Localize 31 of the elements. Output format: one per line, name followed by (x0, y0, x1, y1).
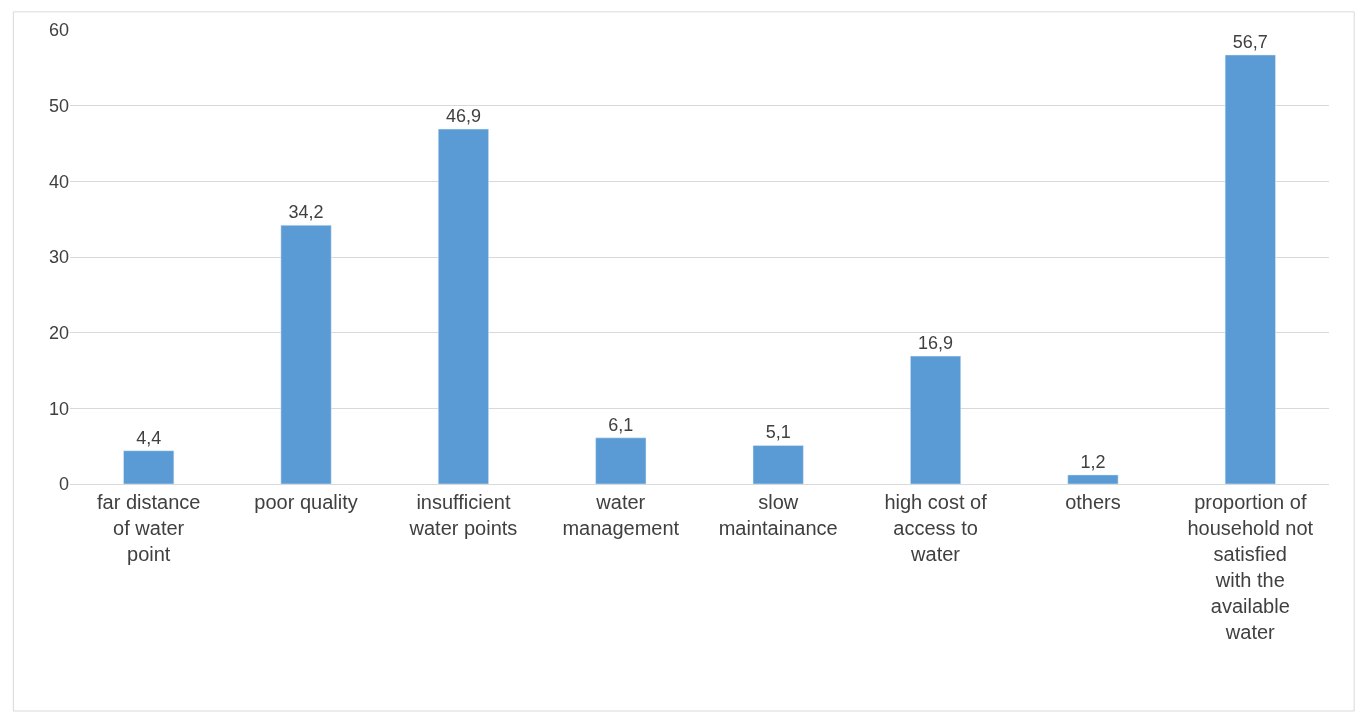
x-tick-label: insufficient water points (408, 491, 518, 539)
data-label: 16,9 (918, 333, 954, 354)
bar (595, 437, 647, 484)
x-tick-label: slow maintainance (718, 491, 838, 539)
data-label: 5,1 (765, 422, 791, 443)
bar (1224, 54, 1276, 484)
y-tick-label: 10 (48, 398, 69, 419)
bar (123, 450, 175, 484)
x-tick-label: high cost of access to water (884, 491, 988, 565)
x-tick-label: far distance of water point (96, 491, 201, 565)
y-tick-label: 20 (48, 322, 69, 343)
x-tick-label: proportion of household not satisfied with the available water (1187, 491, 1314, 643)
data-label: 1,2 (1080, 451, 1106, 472)
bar (752, 445, 804, 484)
y-tick-label: 50 (48, 95, 69, 116)
data-label: 6,1 (608, 414, 634, 435)
bar (438, 128, 489, 484)
y-tick-label: 30 (48, 247, 69, 268)
data-label: 4,4 (136, 427, 162, 448)
data-label: 46,9 (445, 106, 481, 127)
bar (280, 224, 332, 484)
x-tick-label: water management (562, 491, 680, 539)
y-tick-label: 60 (48, 20, 69, 41)
data-label: 34,2 (288, 202, 324, 223)
bar (910, 355, 961, 484)
y-tick-label: 0 (58, 474, 69, 495)
y-tick-label: 40 (48, 171, 69, 192)
data-label: 56,7 (1232, 31, 1268, 52)
x-tick-label: poor quality (254, 491, 358, 513)
x-tick-label: others (1065, 491, 1121, 513)
bar (1067, 474, 1119, 484)
